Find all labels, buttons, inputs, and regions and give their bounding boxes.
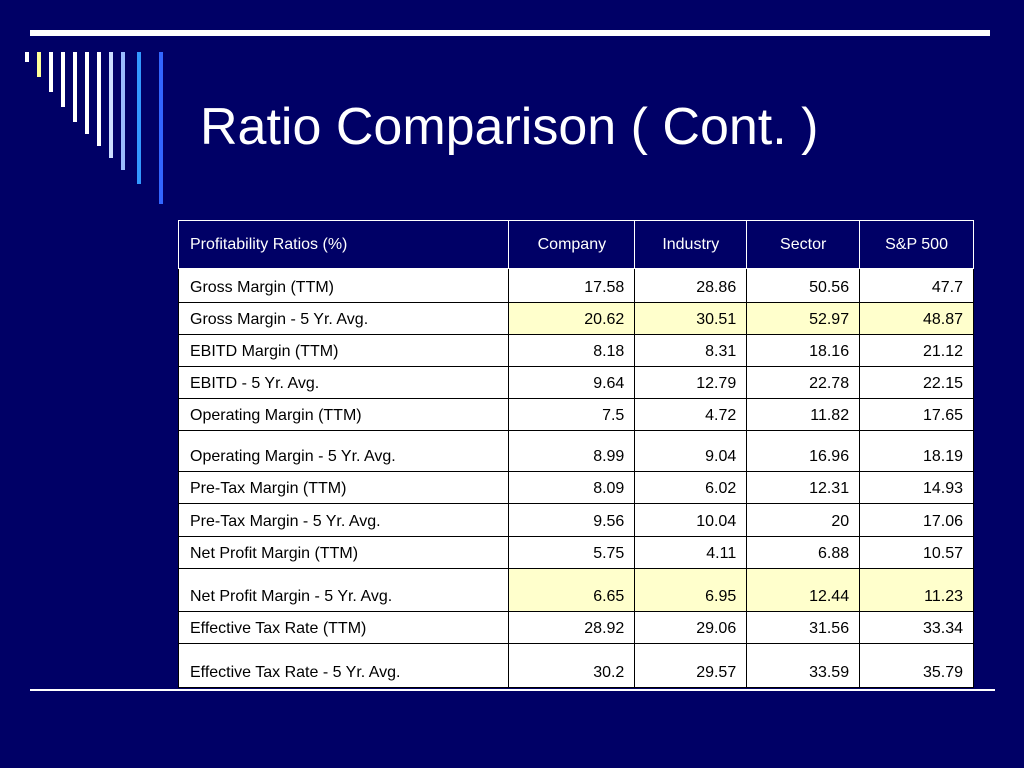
cell-industry: 10.04 [634, 503, 748, 537]
cell-company: 9.56 [508, 503, 636, 537]
row-label: Operating Margin (TTM) [177, 398, 510, 431]
stripe [109, 52, 113, 158]
row-label: Pre-Tax Margin (TTM) [177, 471, 510, 504]
stripe [121, 52, 125, 170]
cell-sp500: 33.34 [859, 611, 974, 644]
table-row: Operating Margin (TTM) 7.5 4.72 11.82 17… [177, 398, 974, 431]
stripe [85, 52, 89, 134]
table-row: Gross Margin - 5 Yr. Avg. 20.62 30.51 52… [177, 302, 974, 335]
cell-industry: 29.57 [634, 643, 748, 688]
cell-company: 8.18 [508, 334, 636, 367]
row-label: Net Profit Margin (TTM) [177, 536, 510, 569]
cell-company: 8.99 [508, 430, 636, 472]
table-row: Gross Margin (TTM) 17.58 28.86 50.56 47.… [177, 268, 974, 303]
cell-sector: 18.16 [746, 334, 861, 367]
table-row: Effective Tax Rate - 5 Yr. Avg. 30.2 29.… [177, 643, 974, 688]
row-label: Effective Tax Rate (TTM) [177, 611, 510, 644]
cell-sp500: 21.12 [859, 334, 974, 367]
cell-industry: 28.86 [634, 268, 748, 303]
column-header-company: Company [508, 220, 636, 269]
cell-industry: 12.79 [634, 366, 748, 399]
stripe [159, 52, 163, 204]
cell-company: 17.58 [508, 268, 636, 303]
cell-sp500: 48.87 [859, 302, 974, 335]
table-row: Net Profit Margin (TTM) 5.75 4.11 6.88 1… [177, 536, 974, 569]
row-label: Operating Margin - 5 Yr. Avg. [177, 430, 510, 472]
cell-sector: 22.78 [746, 366, 861, 399]
cell-company: 20.62 [508, 302, 636, 335]
table-row: Operating Margin - 5 Yr. Avg. 8.99 9.04 … [177, 430, 974, 472]
cell-company: 7.5 [508, 398, 636, 431]
cell-sp500: 22.15 [859, 366, 974, 399]
cell-sector: 6.88 [746, 536, 861, 569]
table-row: EBITD - 5 Yr. Avg. 9.64 12.79 22.78 22.1… [177, 366, 974, 399]
row-label: EBITD Margin (TTM) [177, 334, 510, 367]
table-header-row: Profitability Ratios (%) Company Industr… [177, 220, 974, 269]
cell-company: 5.75 [508, 536, 636, 569]
cell-company: 28.92 [508, 611, 636, 644]
cell-industry: 4.72 [634, 398, 748, 431]
cell-sp500: 17.06 [859, 503, 974, 537]
cell-sector: 11.82 [746, 398, 861, 431]
column-header-sector: Sector [746, 220, 861, 269]
stripe [49, 52, 53, 92]
bottom-divider-line [30, 689, 995, 691]
row-label: EBITD - 5 Yr. Avg. [177, 366, 510, 399]
table-row: Pre-Tax Margin - 5 Yr. Avg. 9.56 10.04 2… [177, 503, 974, 537]
profitability-ratios-table: Profitability Ratios (%) Company Industr… [177, 220, 974, 688]
cell-sp500: 35.79 [859, 643, 974, 688]
cell-sp500: 14.93 [859, 471, 974, 504]
column-header-ratio: Profitability Ratios (%) [177, 220, 510, 269]
cell-sector: 50.56 [746, 268, 861, 303]
cell-industry: 9.04 [634, 430, 748, 472]
cell-industry: 6.02 [634, 471, 748, 504]
top-divider-bar [30, 30, 990, 36]
cell-sector: 20 [746, 503, 861, 537]
cell-company: 6.65 [508, 568, 636, 612]
row-label: Effective Tax Rate - 5 Yr. Avg. [177, 643, 510, 688]
cell-sector: 52.97 [746, 302, 861, 335]
slide-title: Ratio Comparison ( Cont. ) [200, 98, 819, 156]
table-row: Effective Tax Rate (TTM) 28.92 29.06 31.… [177, 611, 974, 644]
cell-sector: 12.31 [746, 471, 861, 504]
stripe [25, 52, 29, 62]
cell-sector: 31.56 [746, 611, 861, 644]
table-row: Net Profit Margin - 5 Yr. Avg. 6.65 6.95… [177, 568, 974, 612]
column-header-industry: Industry [634, 220, 748, 269]
cell-company: 9.64 [508, 366, 636, 399]
stripe [97, 52, 101, 146]
cell-sector: 16.96 [746, 430, 861, 472]
table-row: EBITD Margin (TTM) 8.18 8.31 18.16 21.12 [177, 334, 974, 367]
stripe [37, 52, 41, 77]
row-label: Net Profit Margin - 5 Yr. Avg. [177, 568, 510, 612]
cell-sp500: 47.7 [859, 268, 974, 303]
row-label: Gross Margin - 5 Yr. Avg. [177, 302, 510, 335]
cell-industry: 29.06 [634, 611, 748, 644]
ratio-table-container: Profitability Ratios (%) Company Industr… [177, 220, 974, 688]
cell-industry: 8.31 [634, 334, 748, 367]
row-label: Pre-Tax Margin - 5 Yr. Avg. [177, 503, 510, 537]
cell-sp500: 10.57 [859, 536, 974, 569]
stripe [73, 52, 77, 122]
cell-sp500: 18.19 [859, 430, 974, 472]
cell-sp500: 17.65 [859, 398, 974, 431]
cell-sp500: 11.23 [859, 568, 974, 612]
row-label: Gross Margin (TTM) [177, 268, 510, 303]
cell-industry: 6.95 [634, 568, 748, 612]
cell-company: 8.09 [508, 471, 636, 504]
table-row: Pre-Tax Margin (TTM) 8.09 6.02 12.31 14.… [177, 471, 974, 504]
cell-company: 30.2 [508, 643, 636, 688]
cell-industry: 4.11 [634, 536, 748, 569]
cell-sector: 33.59 [746, 643, 861, 688]
cell-sector: 12.44 [746, 568, 861, 612]
stripe [137, 52, 141, 184]
stripe [61, 52, 65, 107]
column-header-sp500: S&P 500 [859, 220, 974, 269]
cell-industry: 30.51 [634, 302, 748, 335]
